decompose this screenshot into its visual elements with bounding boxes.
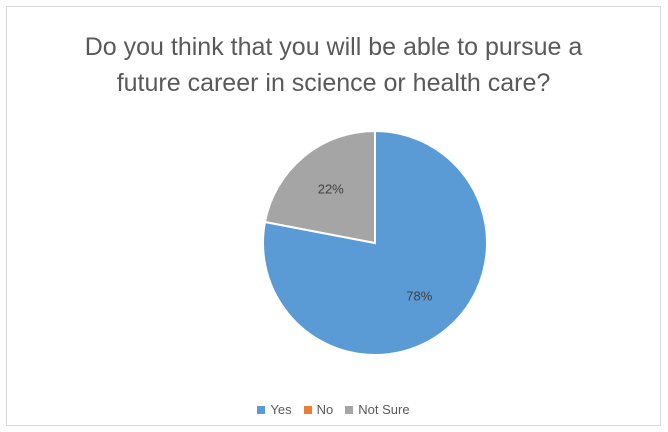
legend: Yes No Not Sure (7, 402, 660, 417)
chart-title-line-1: Do you think that you will be able to pu… (84, 33, 583, 61)
data-label-yes: 78% (406, 289, 432, 304)
legend-item-yes: Yes (257, 402, 292, 417)
chart-title-line-2: future career in science or health care? (116, 69, 551, 97)
legend-label-no: No (316, 402, 334, 417)
pie-chart: 78% 22% (262, 129, 488, 356)
legend-item-no: No (303, 402, 334, 417)
data-label-not-sure: 22% (318, 181, 344, 196)
legend-label-not-sure: Not Sure (358, 402, 410, 417)
chart-frame: Do you think that you will be able to pu… (6, 6, 661, 426)
legend-swatch-no (303, 405, 312, 414)
pie-slice-not-sure (263, 129, 376, 245)
legend-swatch-yes (257, 405, 266, 414)
legend-swatch-not-sure (345, 405, 354, 414)
chart-title: Do you think that you will be able to pu… (7, 29, 660, 101)
legend-item-not-sure: Not Sure (345, 402, 410, 417)
legend-label-yes: Yes (270, 402, 292, 417)
